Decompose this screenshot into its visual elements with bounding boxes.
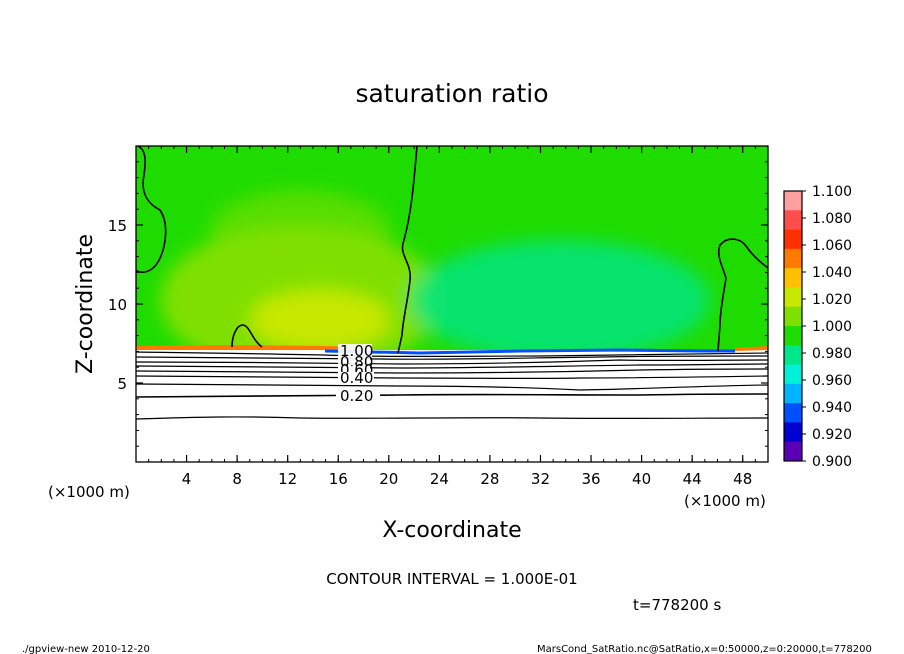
colorbar-label: 0.920 xyxy=(812,427,852,443)
colorbar-swatch xyxy=(784,210,802,231)
boundary-max-right xyxy=(735,346,768,351)
contour-0.60 xyxy=(136,363,768,369)
x-tick-label: 40 xyxy=(632,470,651,488)
contour-1.00-bump xyxy=(231,324,263,348)
colorbar-label: 0.900 xyxy=(812,454,852,470)
colorbar-swatch xyxy=(784,268,802,288)
footer-right: MarsCond_SatRatio.nc@SatRatio,x=0:50000,… xyxy=(537,644,872,654)
boundary-min xyxy=(324,348,735,355)
contour-0.40 xyxy=(136,375,768,380)
colorbar-label: 0.960 xyxy=(812,373,852,389)
subsat-patch xyxy=(410,240,710,360)
y-axis-label: Z-coordinate xyxy=(73,234,98,374)
contour-0.50 xyxy=(136,368,768,374)
colorbar-swatch xyxy=(784,364,802,385)
colorbar-label: 1.020 xyxy=(812,292,852,308)
colorbar-swatch xyxy=(784,403,802,423)
contour-0.20 xyxy=(136,393,768,398)
contour-labels: 1.00 0.80 0.60 0.40 0.20 xyxy=(336,342,380,405)
colorbar-swatch xyxy=(784,422,802,443)
contour-lines xyxy=(136,146,768,420)
colorbar-swatch xyxy=(784,229,802,250)
x-tick-label: 28 xyxy=(480,470,499,488)
y-axis-ticks: 5 10 15 xyxy=(108,161,768,447)
x-axis-label: X-coordinate xyxy=(382,518,521,543)
colorbar-swatch xyxy=(784,306,802,327)
y-tick-label: 15 xyxy=(108,217,127,235)
colorbar-swatch xyxy=(784,248,802,269)
contour-0.10 xyxy=(136,416,768,420)
x-tick-label: 36 xyxy=(581,470,600,488)
chart-title: saturation ratio xyxy=(355,79,548,108)
colorbar-label: 0.980 xyxy=(812,346,852,362)
colorbar-swatch xyxy=(784,326,802,346)
footer-left: ./gpview-new 2010-12-20 xyxy=(22,644,150,654)
x-axis-unit: (×1000 m) xyxy=(684,492,766,510)
supersat-core xyxy=(250,290,390,350)
x-tick-label: 48 xyxy=(733,470,752,488)
light-band-top xyxy=(210,190,390,270)
colorbar-label: 1.040 xyxy=(812,265,852,281)
colorbar-swatch xyxy=(784,191,802,211)
y-tick-label: 10 xyxy=(108,296,127,314)
contour-0.80 xyxy=(136,355,768,360)
contour-interval-note: CONTOUR INTERVAL = 1.000E-01 xyxy=(326,570,577,588)
colorbar-label: 1.080 xyxy=(812,211,852,227)
contour-label: 0.20 xyxy=(340,387,373,405)
colorbar-label: 1.060 xyxy=(812,238,852,254)
x-tick-label: 4 xyxy=(182,470,192,488)
colorbar-swatch xyxy=(784,383,802,404)
contour-label: 1.00 xyxy=(340,342,373,360)
contour-1.00-left xyxy=(136,146,167,274)
saturation-field: 1.00 0.80 0.60 0.40 0.20 xyxy=(136,146,768,462)
colorbar-label: 1.000 xyxy=(812,319,852,335)
lower-layer xyxy=(136,350,768,462)
colorbar xyxy=(783,190,803,462)
y-tick-label: 5 xyxy=(117,375,127,393)
contour-0.90 xyxy=(136,351,768,358)
colorbar-label: 0.940 xyxy=(812,400,852,416)
x-tick-label: 16 xyxy=(329,470,348,488)
colorbar-labels: 1.100 1.080 1.060 1.040 1.020 1.000 0.980 0.960… xyxy=(802,184,852,470)
contour-0.70 xyxy=(136,359,768,365)
x-tick-label: 8 xyxy=(232,470,242,488)
x-tick-label: 44 xyxy=(683,470,702,488)
colorbar-label: 1.100 xyxy=(812,184,852,200)
x-axis-ticks: 4 8 12 16 20 24 28 32 36 40 44 48 xyxy=(148,146,756,488)
contour-label: 0.40 xyxy=(340,369,373,387)
contour-0.30 xyxy=(136,383,768,391)
y-axis-unit: (×1000 m) xyxy=(48,483,130,501)
time-label: t=778200 s xyxy=(633,596,721,614)
x-tick-label: 32 xyxy=(531,470,550,488)
colorbar-swatch xyxy=(784,441,802,462)
x-tick-label: 24 xyxy=(430,470,449,488)
contour-1.00-right xyxy=(717,238,768,352)
x-tick-label: 20 xyxy=(379,470,398,488)
contour-1.00-mid xyxy=(397,146,418,354)
x-tick-label: 12 xyxy=(278,470,297,488)
boundary-max-left xyxy=(136,345,370,350)
colorbar-swatch xyxy=(784,287,802,308)
colorbar-swatch xyxy=(784,345,802,366)
